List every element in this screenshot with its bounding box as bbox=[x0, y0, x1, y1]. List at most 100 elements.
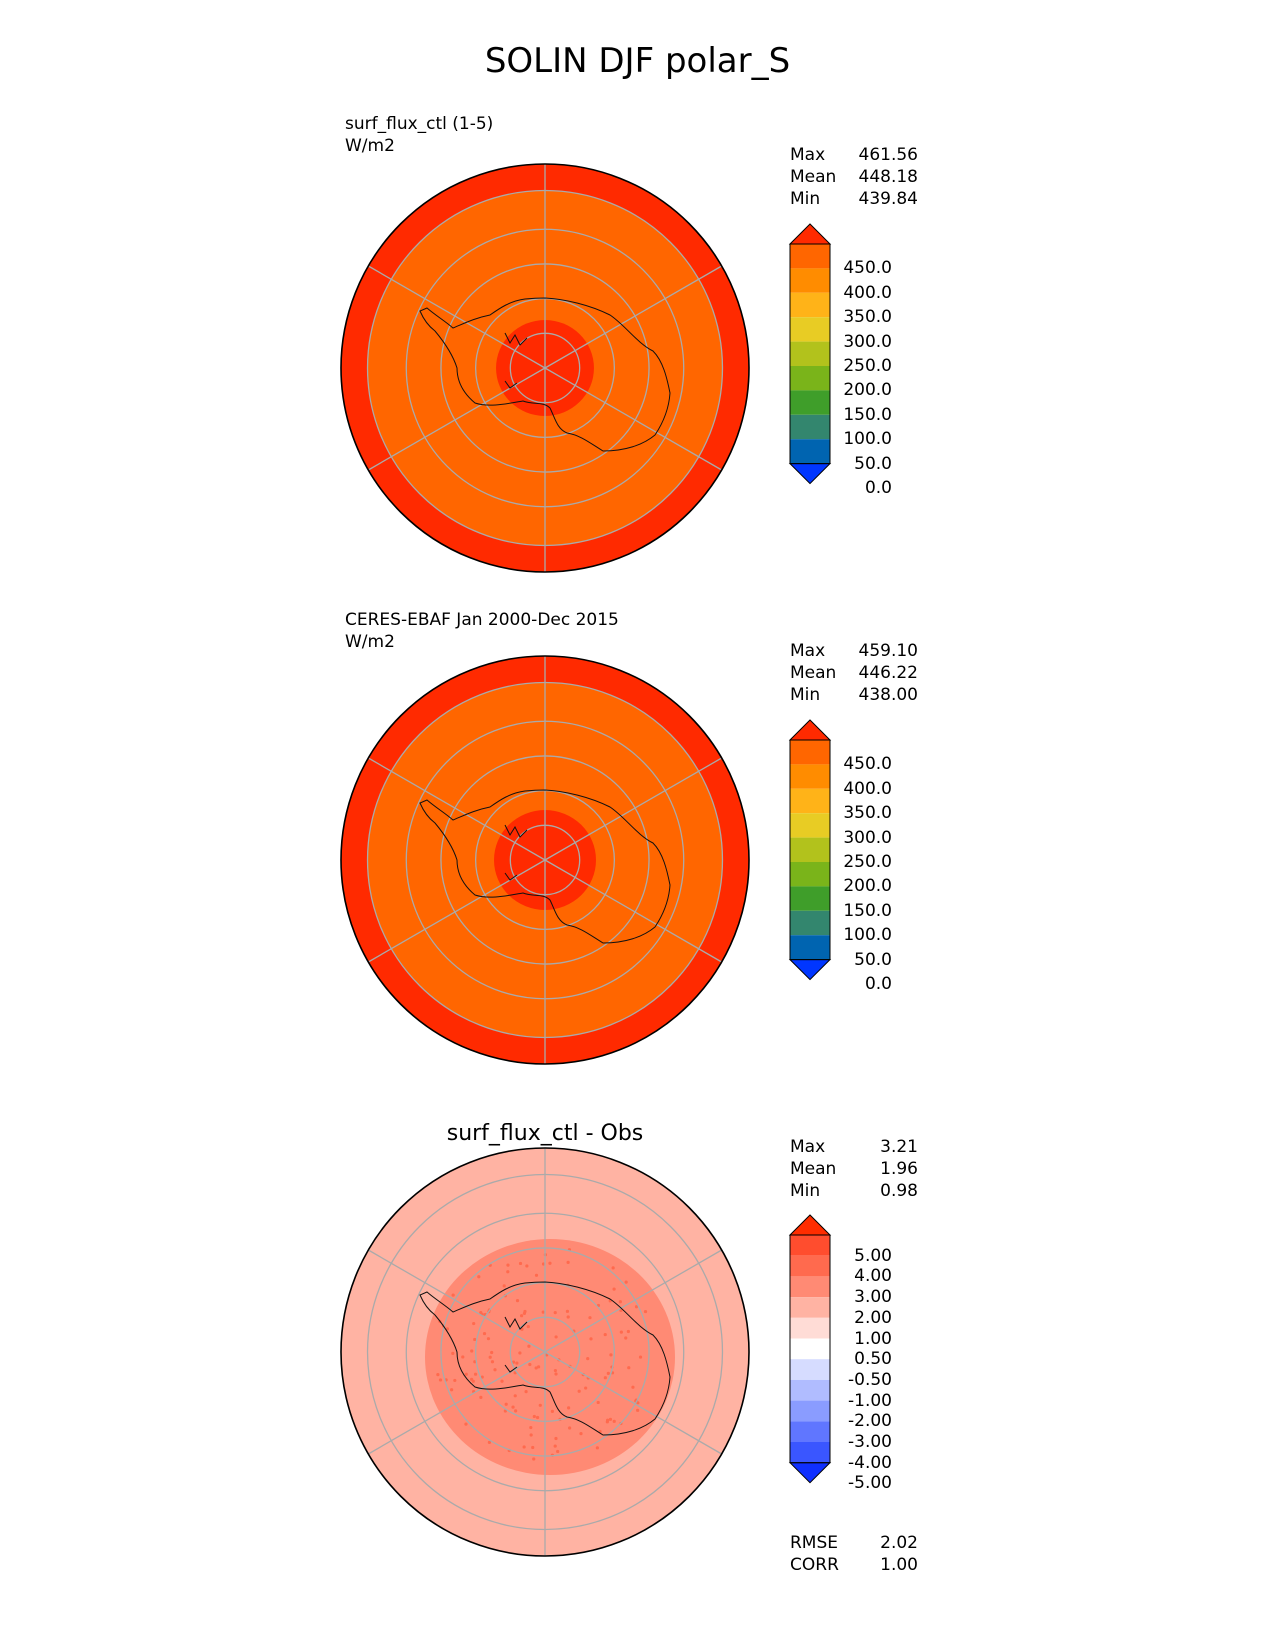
field-speckle bbox=[529, 1425, 533, 1430]
colorbar-segment bbox=[790, 1421, 830, 1442]
field-speckle bbox=[611, 1266, 615, 1270]
field-speckle bbox=[436, 1372, 440, 1377]
field-speckle bbox=[518, 1261, 523, 1266]
colorbar-segment bbox=[790, 1338, 830, 1360]
field-speckle bbox=[488, 1355, 492, 1359]
colorbar-difference bbox=[788, 1214, 832, 1484]
field-speckle bbox=[609, 1353, 613, 1357]
colorbar-frame bbox=[789, 739, 831, 961]
colorbar-segment bbox=[790, 740, 830, 765]
grid-meridian bbox=[368, 265, 546, 369]
colorbar-segment bbox=[790, 1276, 830, 1298]
field-speckle bbox=[506, 1263, 510, 1267]
field-speckle bbox=[568, 1426, 572, 1430]
colorbar-segment bbox=[790, 910, 830, 936]
panel-units-test: W/m2 bbox=[345, 136, 395, 156]
field-speckle bbox=[522, 1445, 526, 1449]
colorbar-segment bbox=[790, 862, 830, 887]
colorbar-tick-label: 0.0 bbox=[864, 974, 892, 994]
colorbar-tick-label: -2.00 bbox=[848, 1411, 892, 1432]
field-speckle bbox=[526, 1324, 530, 1329]
stat-value: 446.22 bbox=[858, 663, 918, 683]
colorbar-segment bbox=[790, 390, 830, 415]
field-speckle bbox=[500, 1379, 504, 1383]
stat-label: Min bbox=[790, 1181, 821, 1201]
field-speckle bbox=[451, 1293, 455, 1297]
field-speckle bbox=[523, 1309, 527, 1314]
colorbar-tick-label: 3.00 bbox=[854, 1287, 892, 1308]
colorbar-tick-label: 5.00 bbox=[854, 1245, 892, 1266]
field-speckle bbox=[553, 1311, 557, 1315]
colorbar-segment bbox=[790, 1235, 830, 1256]
field-speckle bbox=[603, 1376, 607, 1380]
field-speckle bbox=[464, 1372, 468, 1376]
colorbar-segment bbox=[790, 1359, 830, 1380]
colorbar-segment bbox=[790, 813, 830, 838]
field-speckle bbox=[553, 1368, 558, 1373]
stat-label: Mean bbox=[790, 167, 837, 187]
colorbar-tick-label: -4.00 bbox=[848, 1452, 892, 1473]
colorbar-segment bbox=[790, 268, 830, 293]
metric-value-rmse: 2.02 bbox=[880, 1533, 918, 1553]
field-speckle bbox=[606, 1371, 610, 1375]
colorbar-frame bbox=[789, 243, 831, 465]
stat-label: Mean bbox=[790, 663, 837, 683]
field-speckle bbox=[531, 1445, 535, 1450]
field-speckle bbox=[627, 1366, 631, 1370]
stat-label: Max bbox=[790, 1137, 826, 1157]
field-speckle bbox=[554, 1436, 558, 1441]
colorbar-frame bbox=[789, 1234, 831, 1464]
field-speckle bbox=[438, 1378, 443, 1382]
field-continent bbox=[425, 1239, 675, 1475]
map-boundary bbox=[340, 1147, 750, 1557]
field-speckle bbox=[534, 1366, 538, 1370]
field-speckle bbox=[534, 1273, 539, 1277]
field-speckle bbox=[538, 1403, 542, 1407]
colorbar-segment bbox=[790, 1400, 830, 1422]
map-panel-test bbox=[340, 163, 750, 573]
field-speckle bbox=[504, 1402, 508, 1406]
colorbar-segment bbox=[790, 1297, 830, 1318]
colorbar-reference bbox=[788, 719, 832, 981]
colorbar-tick-label: 0.0 bbox=[864, 478, 892, 498]
field-speckle bbox=[535, 1415, 540, 1420]
field-speckle bbox=[536, 1365, 541, 1369]
field-speckle bbox=[480, 1375, 484, 1379]
panel-title-test: surf_flux_ctl (1-5) bbox=[345, 114, 494, 134]
colorbar-tick-label: 350.0 bbox=[843, 803, 892, 824]
stat-label: Max bbox=[790, 641, 826, 661]
field-speckle bbox=[461, 1355, 465, 1359]
field-speckle bbox=[643, 1309, 648, 1314]
field-speckle bbox=[490, 1350, 494, 1355]
colorbar-tick-label: 200.0 bbox=[843, 876, 892, 897]
field-speckle bbox=[511, 1360, 516, 1364]
field-speckle bbox=[473, 1372, 478, 1376]
field-speckle bbox=[565, 1309, 570, 1313]
metric-label-rmse: RMSE bbox=[790, 1533, 839, 1553]
colorbar-tick-label: 2.00 bbox=[854, 1307, 892, 1328]
field-speckle bbox=[636, 1408, 640, 1412]
colorbar-segment bbox=[790, 341, 830, 366]
metric-label-corr: CORR bbox=[790, 1555, 839, 1575]
field-speckle bbox=[464, 1422, 468, 1426]
grid-meridian bbox=[368, 1351, 546, 1455]
colorbar-tick-label: 400.0 bbox=[843, 778, 892, 799]
grid-meridian bbox=[368, 757, 546, 861]
colorbar-tick-label: 150.0 bbox=[843, 404, 892, 425]
field-speckle bbox=[619, 1308, 623, 1313]
colorbar-segment bbox=[790, 788, 830, 814]
field-speckle bbox=[477, 1275, 481, 1279]
field-speckle bbox=[445, 1327, 450, 1331]
colorbar-tick-label: 200.0 bbox=[843, 380, 892, 401]
field-speckle bbox=[511, 1405, 515, 1409]
map-panel-reference bbox=[340, 655, 750, 1065]
grid-meridian bbox=[544, 265, 722, 369]
colorbar-tick-label: 450.0 bbox=[843, 258, 892, 279]
field-speckle bbox=[567, 1406, 571, 1410]
field-speckle bbox=[486, 1337, 491, 1341]
field-speckle bbox=[514, 1409, 518, 1413]
stat-value: 438.00 bbox=[858, 685, 918, 705]
colorbar-segment bbox=[790, 837, 830, 862]
grid-meridian bbox=[544, 1351, 722, 1455]
